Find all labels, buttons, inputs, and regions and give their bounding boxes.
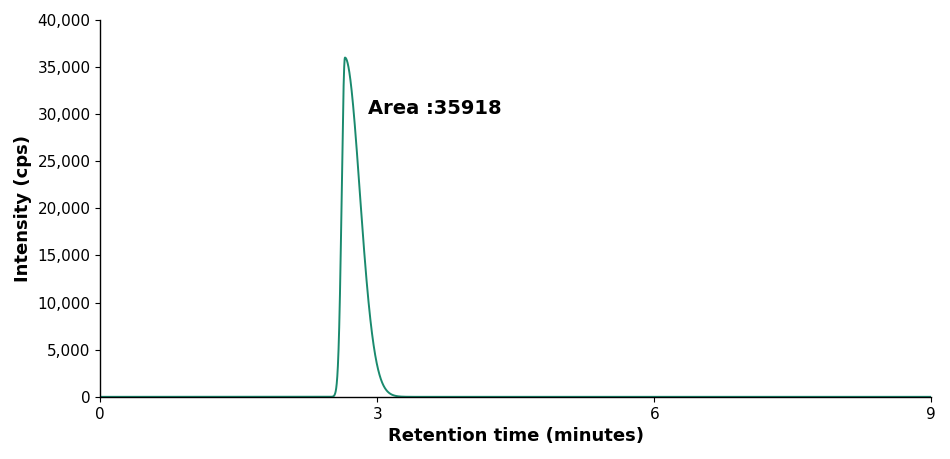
Y-axis label: Intensity (cps): Intensity (cps): [14, 135, 32, 282]
Text: Area :35918: Area :35918: [368, 99, 502, 118]
X-axis label: Retention time (minutes): Retention time (minutes): [388, 427, 644, 445]
